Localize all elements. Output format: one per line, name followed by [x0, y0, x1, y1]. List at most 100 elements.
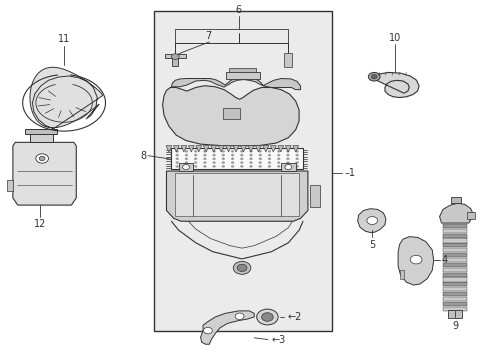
Bar — [442, 248, 467, 252]
Polygon shape — [162, 86, 299, 146]
Circle shape — [240, 154, 243, 156]
Polygon shape — [195, 145, 201, 152]
Circle shape — [171, 54, 179, 59]
Circle shape — [203, 154, 206, 156]
Bar — [442, 234, 467, 238]
Circle shape — [277, 165, 280, 167]
Polygon shape — [270, 145, 276, 152]
Polygon shape — [439, 203, 473, 223]
Circle shape — [231, 165, 234, 167]
Circle shape — [194, 150, 197, 152]
Circle shape — [277, 150, 280, 152]
Circle shape — [175, 165, 178, 167]
Circle shape — [212, 162, 215, 164]
Polygon shape — [397, 237, 433, 285]
Polygon shape — [255, 145, 261, 152]
Polygon shape — [292, 145, 298, 152]
Polygon shape — [164, 54, 185, 58]
Circle shape — [184, 158, 187, 160]
Polygon shape — [188, 145, 194, 152]
Text: 12: 12 — [34, 220, 46, 229]
Circle shape — [261, 313, 273, 321]
Circle shape — [286, 162, 289, 164]
Circle shape — [212, 165, 215, 167]
Circle shape — [203, 150, 206, 152]
Circle shape — [295, 150, 298, 152]
Circle shape — [194, 165, 197, 167]
Text: 6: 6 — [235, 5, 241, 15]
Circle shape — [222, 165, 224, 167]
Circle shape — [237, 264, 246, 271]
Bar — [171, 148, 303, 169]
Circle shape — [194, 154, 197, 156]
Circle shape — [258, 158, 261, 160]
Polygon shape — [263, 145, 268, 152]
Circle shape — [222, 150, 224, 152]
Circle shape — [233, 261, 250, 274]
Circle shape — [240, 162, 243, 164]
Polygon shape — [30, 67, 102, 129]
Polygon shape — [165, 145, 171, 152]
Circle shape — [295, 154, 298, 156]
Circle shape — [277, 158, 280, 160]
Polygon shape — [370, 72, 418, 98]
Circle shape — [194, 158, 197, 160]
Polygon shape — [233, 145, 239, 152]
Circle shape — [258, 162, 261, 164]
Circle shape — [249, 154, 252, 156]
Bar — [228, 68, 255, 72]
Circle shape — [277, 162, 280, 164]
Circle shape — [249, 162, 252, 164]
Circle shape — [267, 162, 270, 164]
Bar — [442, 258, 467, 262]
Circle shape — [231, 162, 234, 164]
Circle shape — [222, 154, 224, 156]
Circle shape — [231, 158, 234, 160]
Polygon shape — [285, 145, 290, 152]
Bar — [467, 212, 474, 220]
Circle shape — [175, 162, 178, 164]
Circle shape — [286, 158, 289, 160]
Circle shape — [249, 165, 252, 167]
Circle shape — [231, 154, 234, 156]
Circle shape — [212, 154, 215, 156]
Circle shape — [295, 165, 298, 167]
Text: 9: 9 — [451, 320, 457, 330]
Text: 7: 7 — [205, 31, 211, 41]
Text: 10: 10 — [388, 33, 400, 43]
Polygon shape — [281, 163, 295, 171]
Bar — [442, 282, 467, 287]
Text: 8: 8 — [140, 150, 146, 161]
Circle shape — [235, 313, 244, 319]
Polygon shape — [173, 145, 179, 152]
Bar — [442, 273, 467, 277]
Circle shape — [212, 150, 215, 152]
Circle shape — [258, 150, 261, 152]
Circle shape — [240, 165, 243, 167]
Bar — [225, 72, 260, 78]
Bar — [175, 173, 299, 216]
Circle shape — [286, 165, 289, 167]
Circle shape — [240, 158, 243, 160]
Polygon shape — [13, 142, 76, 205]
Bar — [447, 310, 462, 318]
Polygon shape — [200, 311, 254, 344]
Bar — [442, 307, 467, 311]
Circle shape — [267, 150, 270, 152]
Circle shape — [286, 150, 289, 152]
Circle shape — [277, 154, 280, 156]
Bar — [442, 229, 467, 233]
Bar — [442, 263, 467, 267]
Bar — [310, 185, 320, 207]
Text: ←2: ←2 — [287, 312, 301, 322]
Circle shape — [295, 158, 298, 160]
Bar — [442, 302, 467, 306]
Circle shape — [286, 154, 289, 156]
Circle shape — [175, 150, 178, 152]
Circle shape — [203, 158, 206, 160]
Bar — [442, 243, 467, 247]
Polygon shape — [247, 145, 253, 152]
Circle shape — [182, 165, 189, 170]
Circle shape — [409, 255, 421, 264]
Bar — [154, 12, 331, 330]
